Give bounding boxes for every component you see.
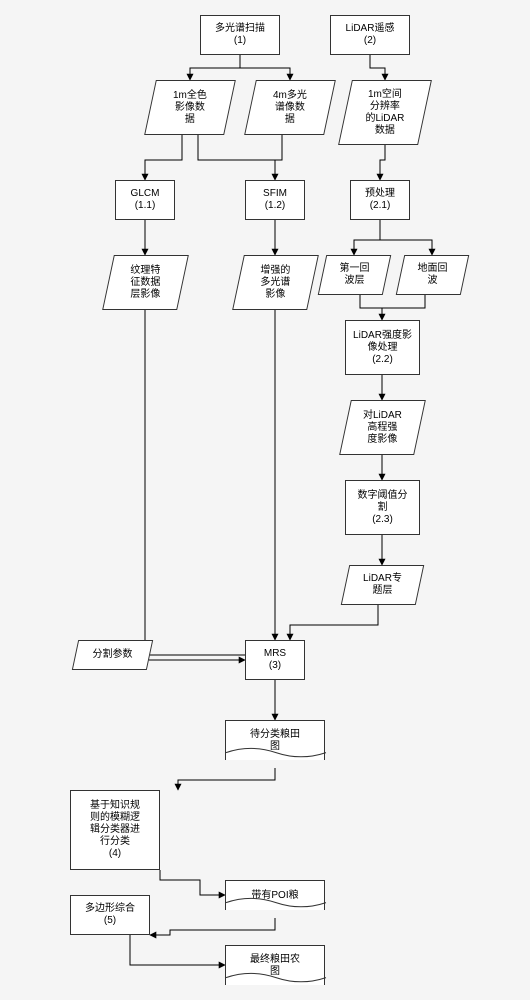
node-sfim-label: SFIM(1.2)	[263, 188, 287, 212]
node-lidarSense: LiDAR遥感(2)	[330, 15, 410, 55]
node-lidarTheme: LiDAR专题层	[341, 565, 425, 605]
node-elevIntensity-label: 对LiDAR高程强度影像	[346, 410, 419, 446]
edge	[360, 295, 382, 320]
node-glcm: GLCM(1.1)	[115, 180, 175, 220]
node-groundEcho: 地面回波	[396, 255, 470, 295]
edge	[130, 935, 225, 965]
node-threshold: 数字阈值分割(2.3)	[345, 480, 420, 535]
node-segParams: 分割参数	[72, 640, 153, 670]
edge	[370, 55, 385, 80]
edge	[145, 310, 245, 660]
node-groundEcho-label: 地面回波	[401, 263, 464, 287]
edge	[150, 918, 275, 935]
node-msData-label: 4m多光谱像数据	[251, 90, 329, 126]
node-glcm-label: GLCM(1.1)	[131, 188, 160, 212]
edge	[160, 870, 225, 895]
node-preproc-label: 预处理(2.1)	[365, 188, 395, 212]
node-msData: 4m多光谱像数据	[244, 80, 336, 135]
node-intensityProc: LiDAR强度影像处理(2.2)	[345, 320, 420, 375]
node-threshold-label: 数字阈值分割(2.3)	[358, 490, 408, 526]
node-texture: 纹理特征数据层影像	[102, 255, 189, 310]
node-sfim: SFIM(1.2)	[245, 180, 305, 220]
node-poiDoc: 带有POI粮	[225, 880, 325, 910]
node-fuzzy: 基于知识规则的模糊逻辑分类器进行分类(4)	[70, 790, 160, 870]
node-enhanced-label: 增强的多光谱影像	[239, 265, 312, 301]
edge	[240, 55, 290, 80]
edge	[354, 220, 380, 255]
node-lidarData: 1m空间分辨率的LiDAR数据	[338, 80, 432, 145]
node-lidarSense-label: LiDAR遥感(2)	[346, 23, 395, 47]
edge	[178, 768, 275, 790]
node-segParams-label: 分割参数	[76, 649, 149, 661]
edge	[380, 145, 385, 180]
node-mrs: MRS(3)	[245, 640, 305, 680]
edge	[380, 220, 432, 255]
edge	[290, 605, 378, 640]
node-fuzzy-label: 基于知识规则的模糊逻辑分类器进行分类(4)	[90, 800, 140, 860]
node-multispectralScan-label: 多光谱扫描(1)	[215, 23, 265, 47]
node-panData-label: 1m全色影像数据	[151, 90, 229, 126]
node-elevIntensity: 对LiDAR高程强度影像	[339, 400, 426, 455]
node-lidarData-label: 1m空间分辨率的LiDAR数据	[346, 89, 424, 137]
node-enhanced: 增强的多光谱影像	[232, 255, 319, 310]
node-lidarTheme-label: LiDAR专题层	[346, 573, 419, 597]
edge	[382, 295, 425, 308]
edge	[198, 135, 275, 180]
node-panData: 1m全色影像数据	[144, 80, 236, 135]
node-mrs-label: MRS(3)	[264, 648, 286, 672]
edge	[190, 55, 240, 80]
node-finalDoc: 最终粮田农图	[225, 945, 325, 985]
node-preproc: 预处理(2.1)	[350, 180, 410, 220]
node-texture-label: 纹理特征数据层影像	[109, 265, 182, 301]
node-polyComb: 多边形综合(5)	[70, 895, 150, 935]
edge	[275, 135, 282, 180]
node-toClassify: 待分类粮田图	[225, 720, 325, 760]
node-multispectralScan: 多光谱扫描(1)	[200, 15, 280, 55]
node-intensityProc-label: LiDAR强度影像处理(2.2)	[353, 330, 412, 366]
flowchart-canvas: 多光谱扫描(1) LiDAR遥感(2) 1m全色影像数据 4m多光谱像数据 1m空间分辨…	[0, 0, 530, 1000]
node-firstEcho: 第一回波层	[318, 255, 392, 295]
node-polyComb-label: 多边形综合(5)	[85, 903, 135, 927]
edge	[145, 135, 182, 180]
node-firstEcho-label: 第一回波层	[323, 263, 386, 287]
